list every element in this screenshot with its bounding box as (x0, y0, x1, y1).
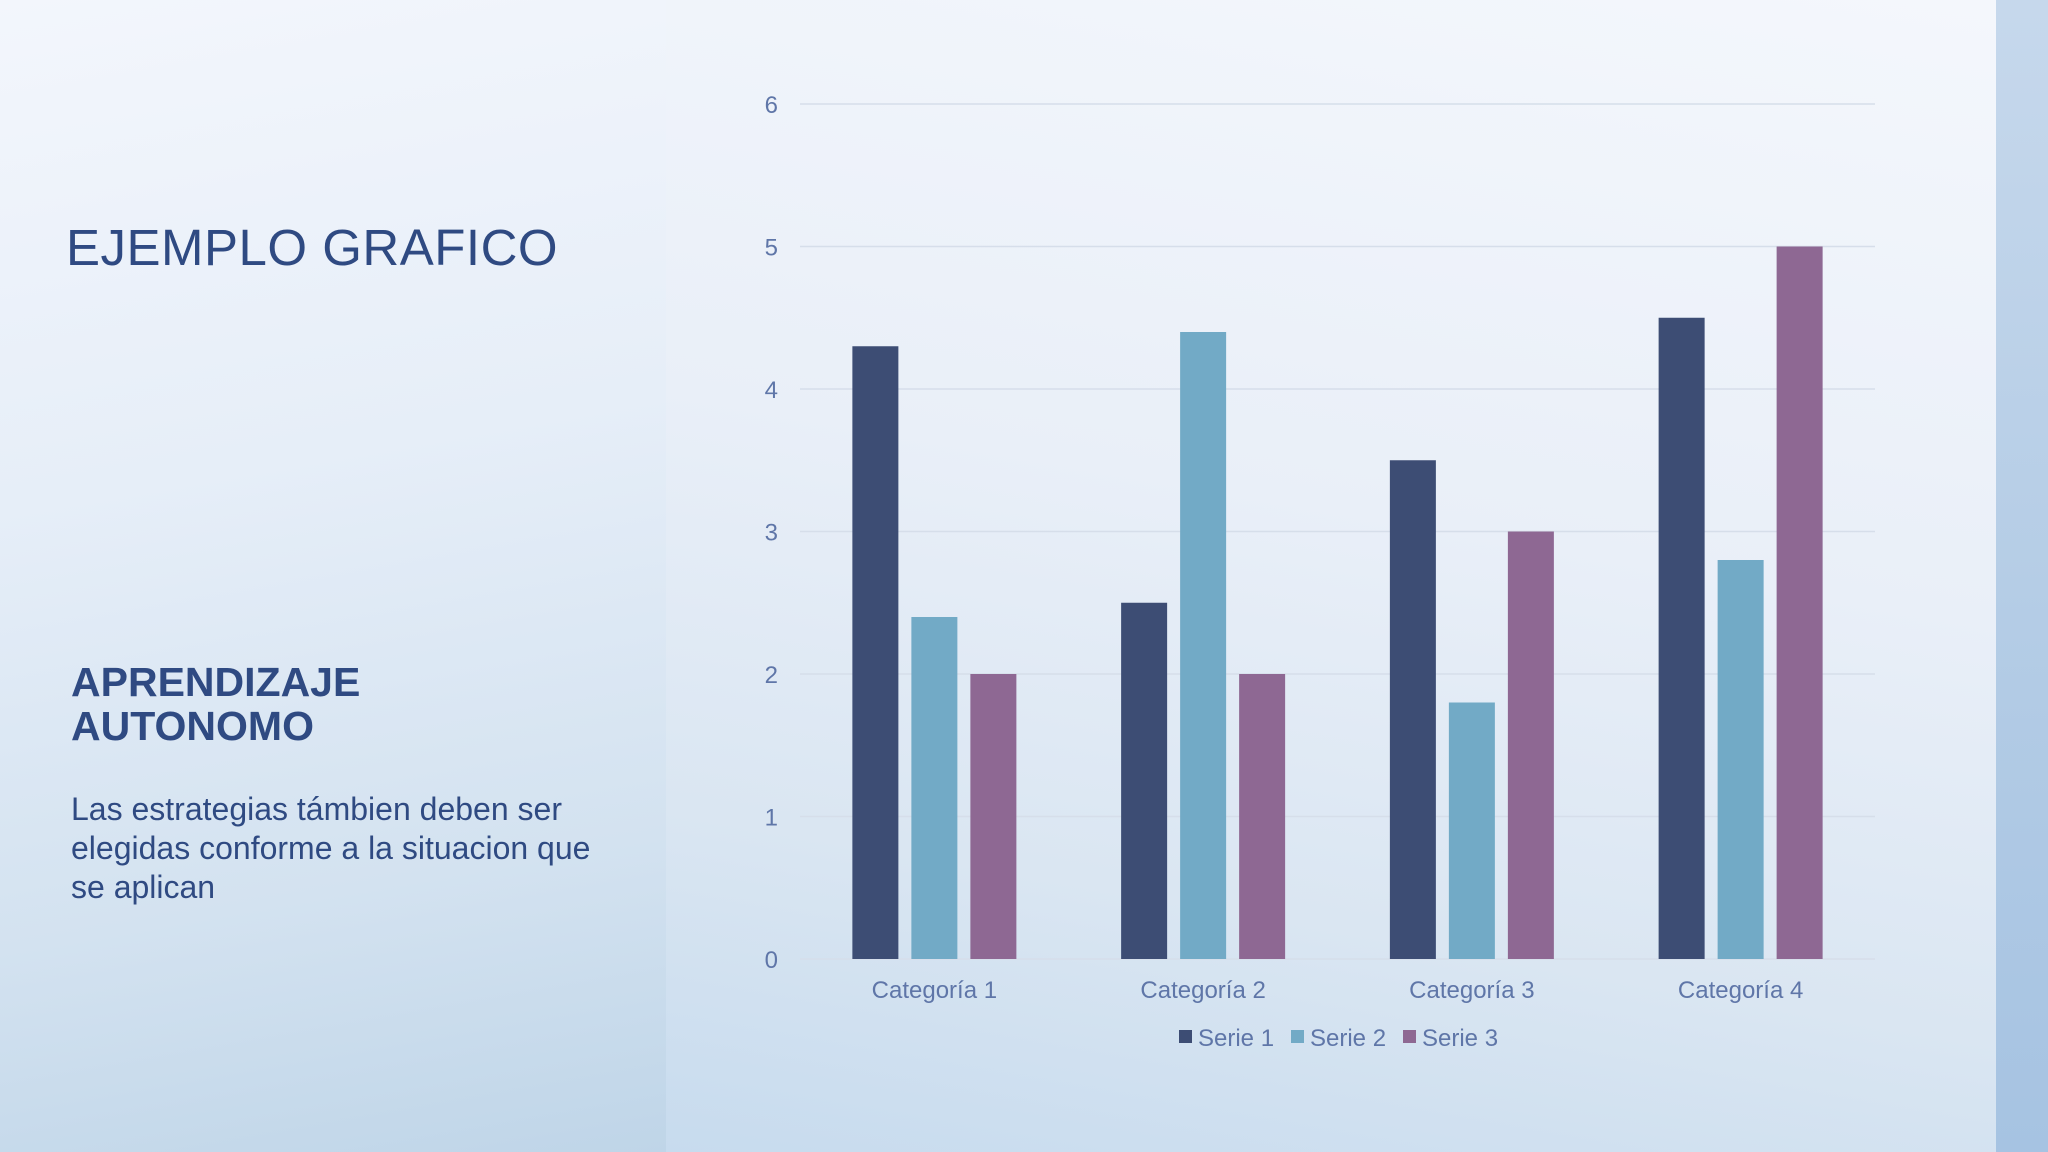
bar (1776, 246, 1823, 959)
bar (1121, 602, 1168, 959)
x-category-label: Categoría 2 (1140, 977, 1265, 1004)
legend-swatch (1179, 1030, 1192, 1043)
gridlines (800, 103, 1875, 960)
bar (1180, 332, 1227, 959)
bar (1507, 531, 1554, 959)
slide-title: EJEMPLO GRAFICO (66, 219, 559, 276)
y-tick-label: 0 (765, 947, 778, 974)
y-tick-label: 4 (765, 377, 778, 404)
y-tick-label: 5 (765, 235, 778, 262)
right-edge-band (1996, 0, 2048, 1152)
sub-heading: APRENDIZAJE AUTONOMO (71, 659, 361, 749)
left-panel (0, 0, 666, 1152)
legend-label: Serie 2 (1310, 1025, 1386, 1052)
legend-label: Serie 1 (1198, 1025, 1274, 1052)
y-axis-ticks: 0 1 2 3 4 5 6 (765, 92, 778, 974)
bar (1717, 560, 1764, 959)
x-category-label: Categoría 4 (1678, 977, 1803, 1004)
legend-label: Serie 3 (1422, 1025, 1498, 1052)
bar (1658, 317, 1705, 959)
bar (1448, 702, 1495, 959)
y-tick-label: 1 (765, 805, 778, 832)
legend-swatch (1291, 1030, 1304, 1043)
bar (911, 617, 958, 959)
bars (852, 246, 1823, 959)
y-tick-label: 6 (765, 92, 778, 119)
bar (852, 346, 899, 959)
x-category-label: Categoría 3 (1409, 977, 1534, 1004)
legend-swatch (1403, 1030, 1416, 1043)
x-axis-categories: Categoría 1 Categoría 2 Categoría 3 Categor… (872, 977, 1804, 1004)
x-category-label: Categoría 1 (872, 977, 997, 1004)
body-text: Las estrategias támbien deben ser elegid… (71, 791, 591, 905)
bar (970, 674, 1017, 959)
y-tick-label: 3 (765, 520, 778, 547)
legend: Serie 1 Serie 2 Serie 3 (1179, 1025, 1498, 1052)
bar (1389, 460, 1436, 959)
y-tick-label: 2 (765, 662, 778, 689)
bar (1239, 674, 1286, 959)
